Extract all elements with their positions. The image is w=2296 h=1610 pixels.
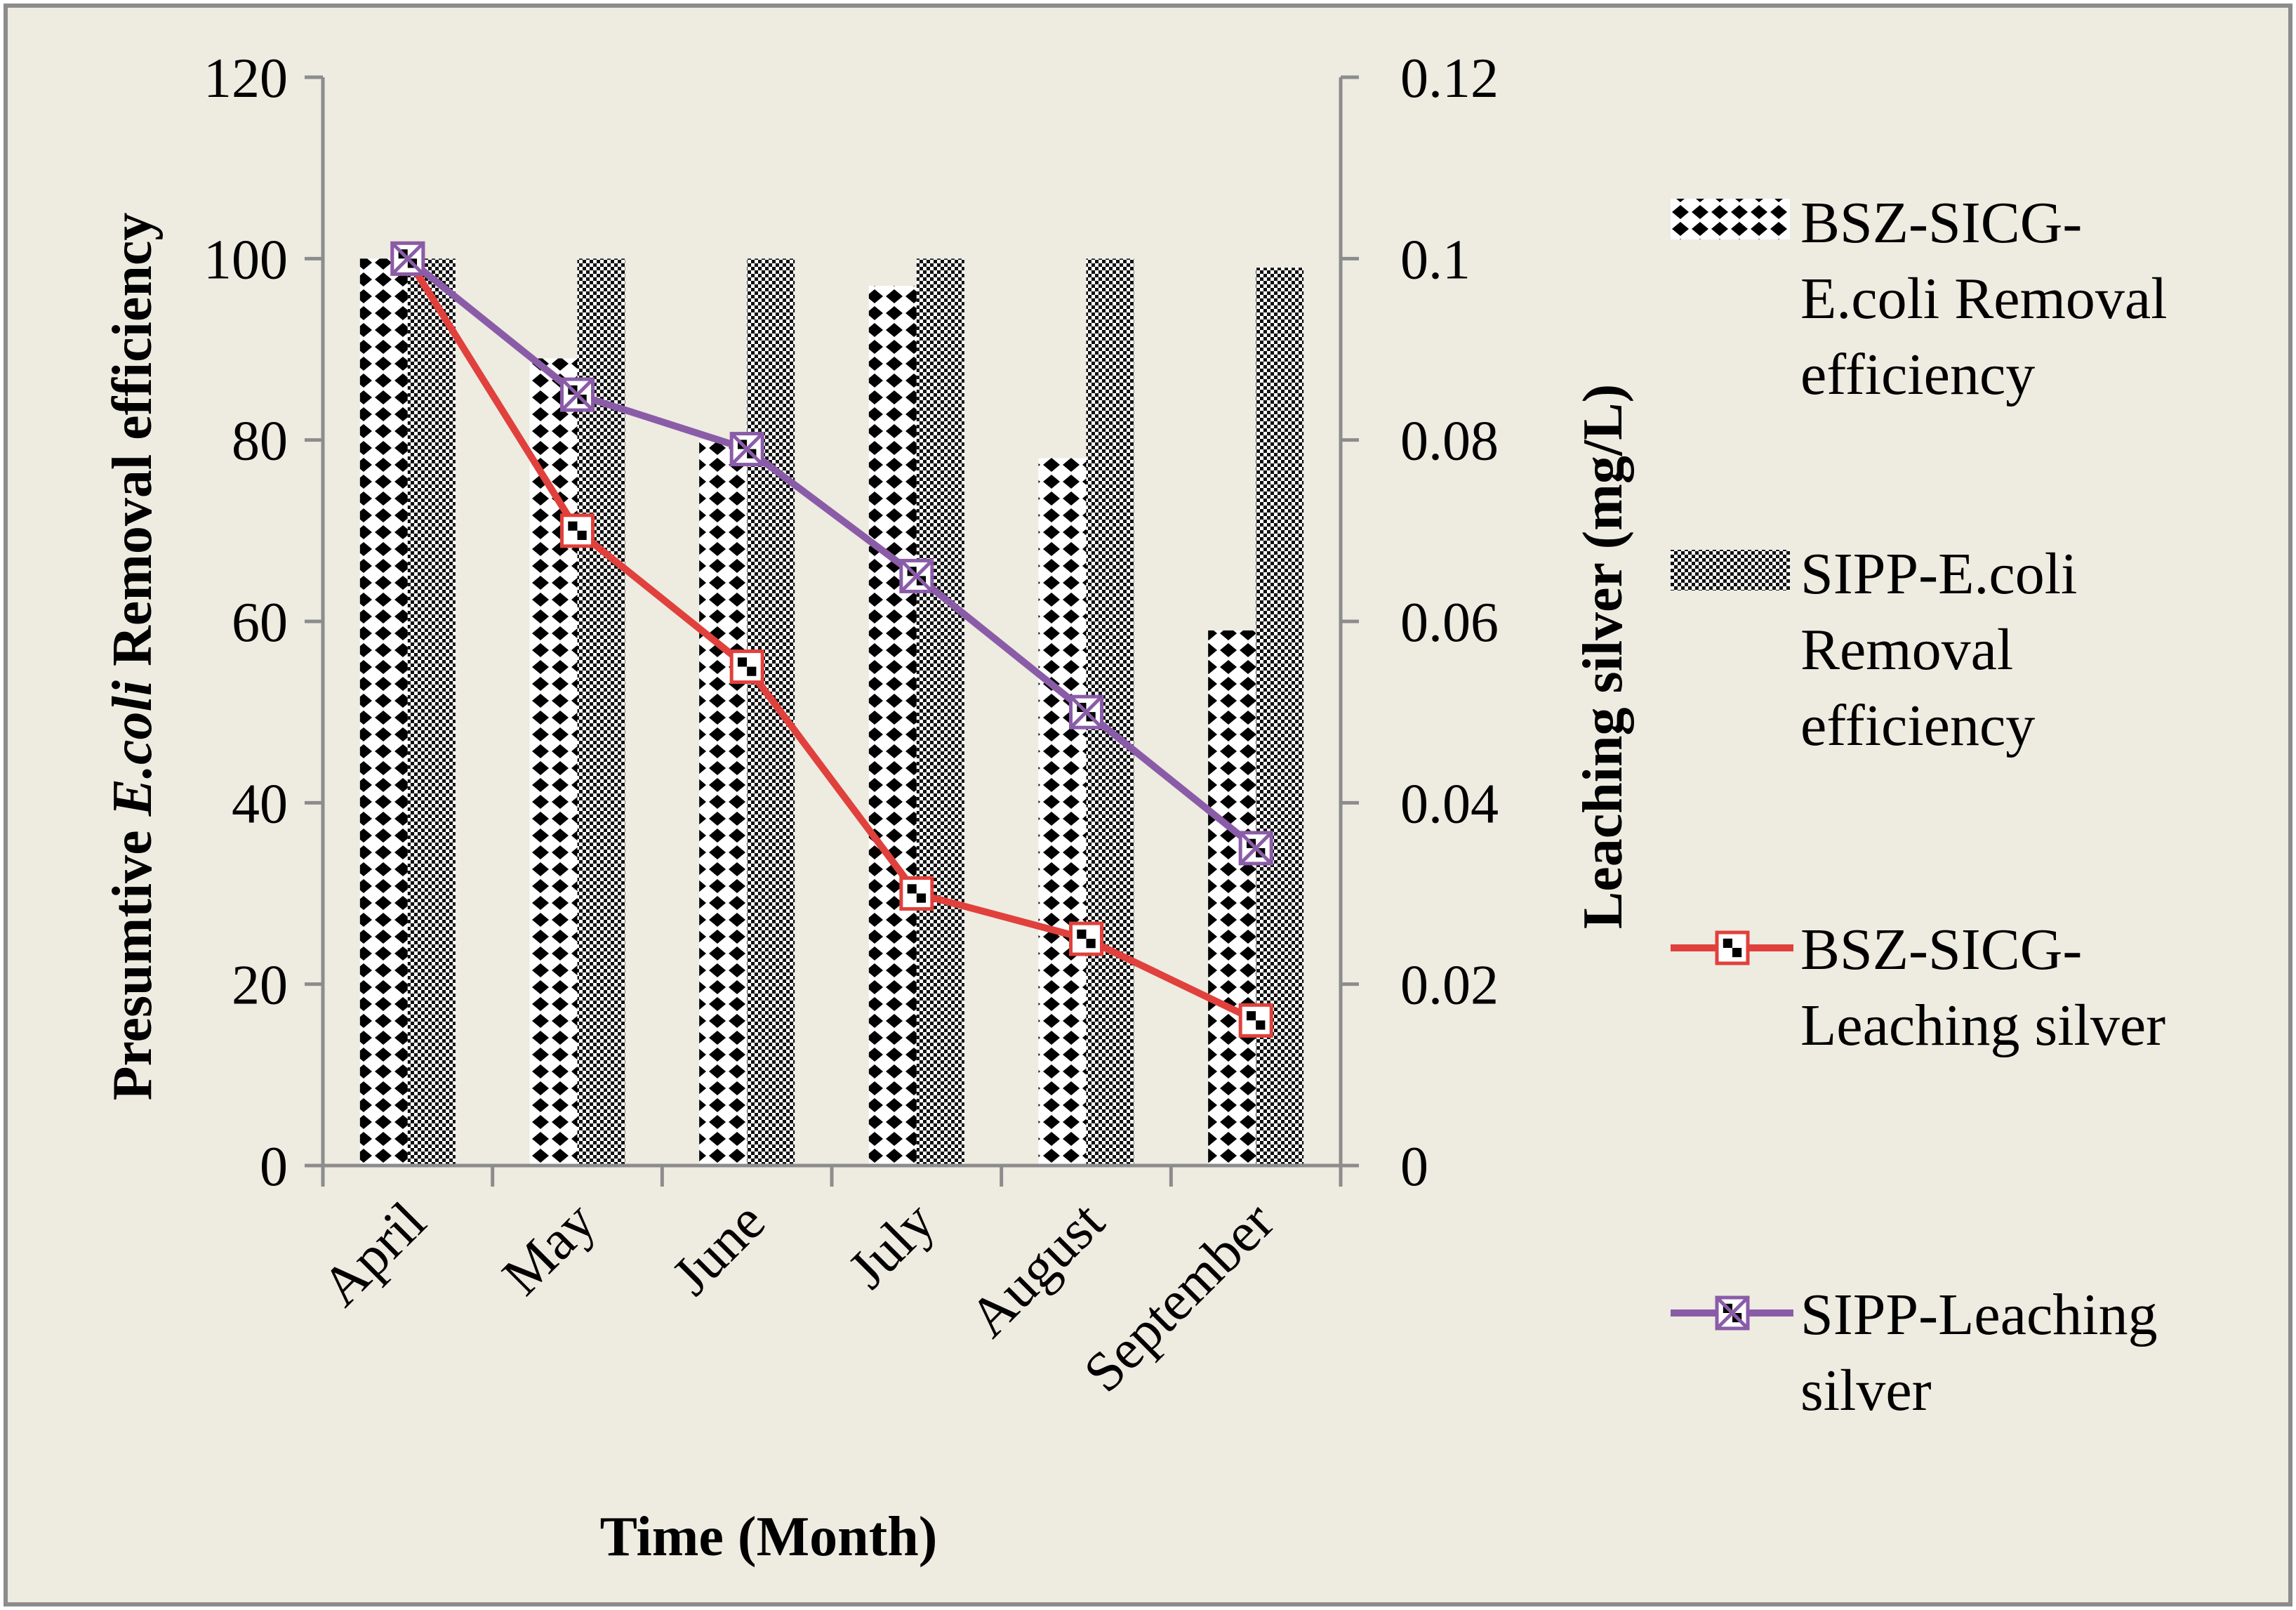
y2-tick-label: 0.1 [1400, 229, 1471, 291]
y-tick-label: 0 [260, 1136, 288, 1198]
legend-label: BSZ-SICG- E.coli Removal efficiency [1800, 190, 2168, 407]
point-bsz-sicg-may [560, 513, 595, 548]
y-tick-label: 40 [232, 773, 288, 835]
legend-item-4: SIPP-Leaching silver [1671, 1282, 2158, 1423]
y2-tick-label: 0 [1400, 1136, 1428, 1198]
point-bsz-sicg-july [899, 876, 934, 911]
bar-bsz-sicg-april [359, 258, 408, 1166]
y-axis-title-part: Removal efficiency [102, 213, 164, 680]
y2-tick-label: 0.04 [1400, 773, 1499, 835]
legend-label-line: silver [1800, 1358, 1932, 1423]
y-axis-title-part: Presumtive [102, 816, 164, 1100]
legend-label: SIPP-Leaching silver [1800, 1282, 2158, 1423]
legend-swatch [1671, 199, 1790, 239]
bar-bsz-sicg-august [1038, 458, 1087, 1166]
y2-tick-label: 0.12 [1400, 48, 1499, 110]
legend-label-line: efficiency [1800, 693, 2035, 758]
y-tick-label: 20 [232, 955, 288, 1017]
point-sipp-august [1069, 694, 1103, 730]
legend-swatch-marker [1715, 1295, 1750, 1331]
y2-tick-label: 0.08 [1400, 411, 1499, 473]
legend-label-line: BSZ-SICG- [1800, 190, 2082, 256]
point-sipp-july [899, 558, 934, 593]
legend-swatch [1671, 550, 1790, 590]
point-sipp-may [560, 377, 595, 412]
legend-label: SIPP-E.coli Removal efficiency [1800, 541, 2077, 758]
legend-label-line: SIPP-Leaching [1800, 1282, 2158, 1347]
y-axis-title: Presumtive E.coli Removal efficiency [102, 213, 164, 1101]
legend-label: BSZ-SICG- Leaching silver [1800, 917, 2165, 1058]
legend-item-1: BSZ-SICG- E.coli Removal efficiency [1671, 190, 2168, 407]
bar-bsz-sicg-july [868, 286, 917, 1166]
point-bsz-sicg-september [1238, 1003, 1273, 1038]
legend-item-2: SIPP-E.coli Removal efficiency [1671, 541, 2077, 758]
y2-tick-label: 0.02 [1400, 955, 1499, 1017]
legend-label-line: Leaching silver [1800, 993, 2165, 1058]
bar-bsz-sicg-september [1208, 630, 1256, 1166]
bar-sipp-july [916, 258, 964, 1166]
legend-label-line: BSZ-SICG- [1800, 917, 2082, 982]
y-tick-label: 60 [232, 592, 288, 654]
bar-bsz-sicg-may [529, 358, 578, 1166]
point-bsz-sicg-june [729, 649, 764, 685]
y-tick-label: 120 [204, 48, 288, 110]
legend-label-line: Removal [1800, 617, 2013, 682]
legend-item-3: BSZ-SICG- Leaching silver [1671, 917, 2165, 1058]
bar-bsz-sicg-june [699, 440, 748, 1166]
point-sipp-september [1238, 831, 1273, 866]
y2-axis-title: Leaching silver (mg/L) [1572, 384, 1634, 929]
y-tick-label: 80 [232, 411, 288, 473]
y-axis-title-part: E.coli [102, 680, 164, 817]
bar-sipp-april [407, 258, 456, 1166]
point-bsz-sicg-august [1069, 921, 1103, 956]
legend-swatch-marker [1715, 930, 1750, 965]
bar-sipp-june [747, 258, 795, 1166]
point-sipp-june [729, 432, 764, 467]
point-sipp-april [390, 241, 425, 276]
legend-label-line: efficiency [1800, 342, 2035, 407]
y-tick-label: 100 [204, 229, 288, 291]
line-bsz-sicg-leaching [404, 256, 1258, 1024]
legend-label-line: SIPP-E.coli [1800, 541, 2077, 607]
y2-tick-label: 0.06 [1400, 592, 1499, 654]
x-axis-title: Time (Month) [600, 1506, 938, 1568]
legend-label-line: E.coli Removal [1800, 266, 2168, 331]
line-sipp-leaching [405, 256, 1259, 851]
